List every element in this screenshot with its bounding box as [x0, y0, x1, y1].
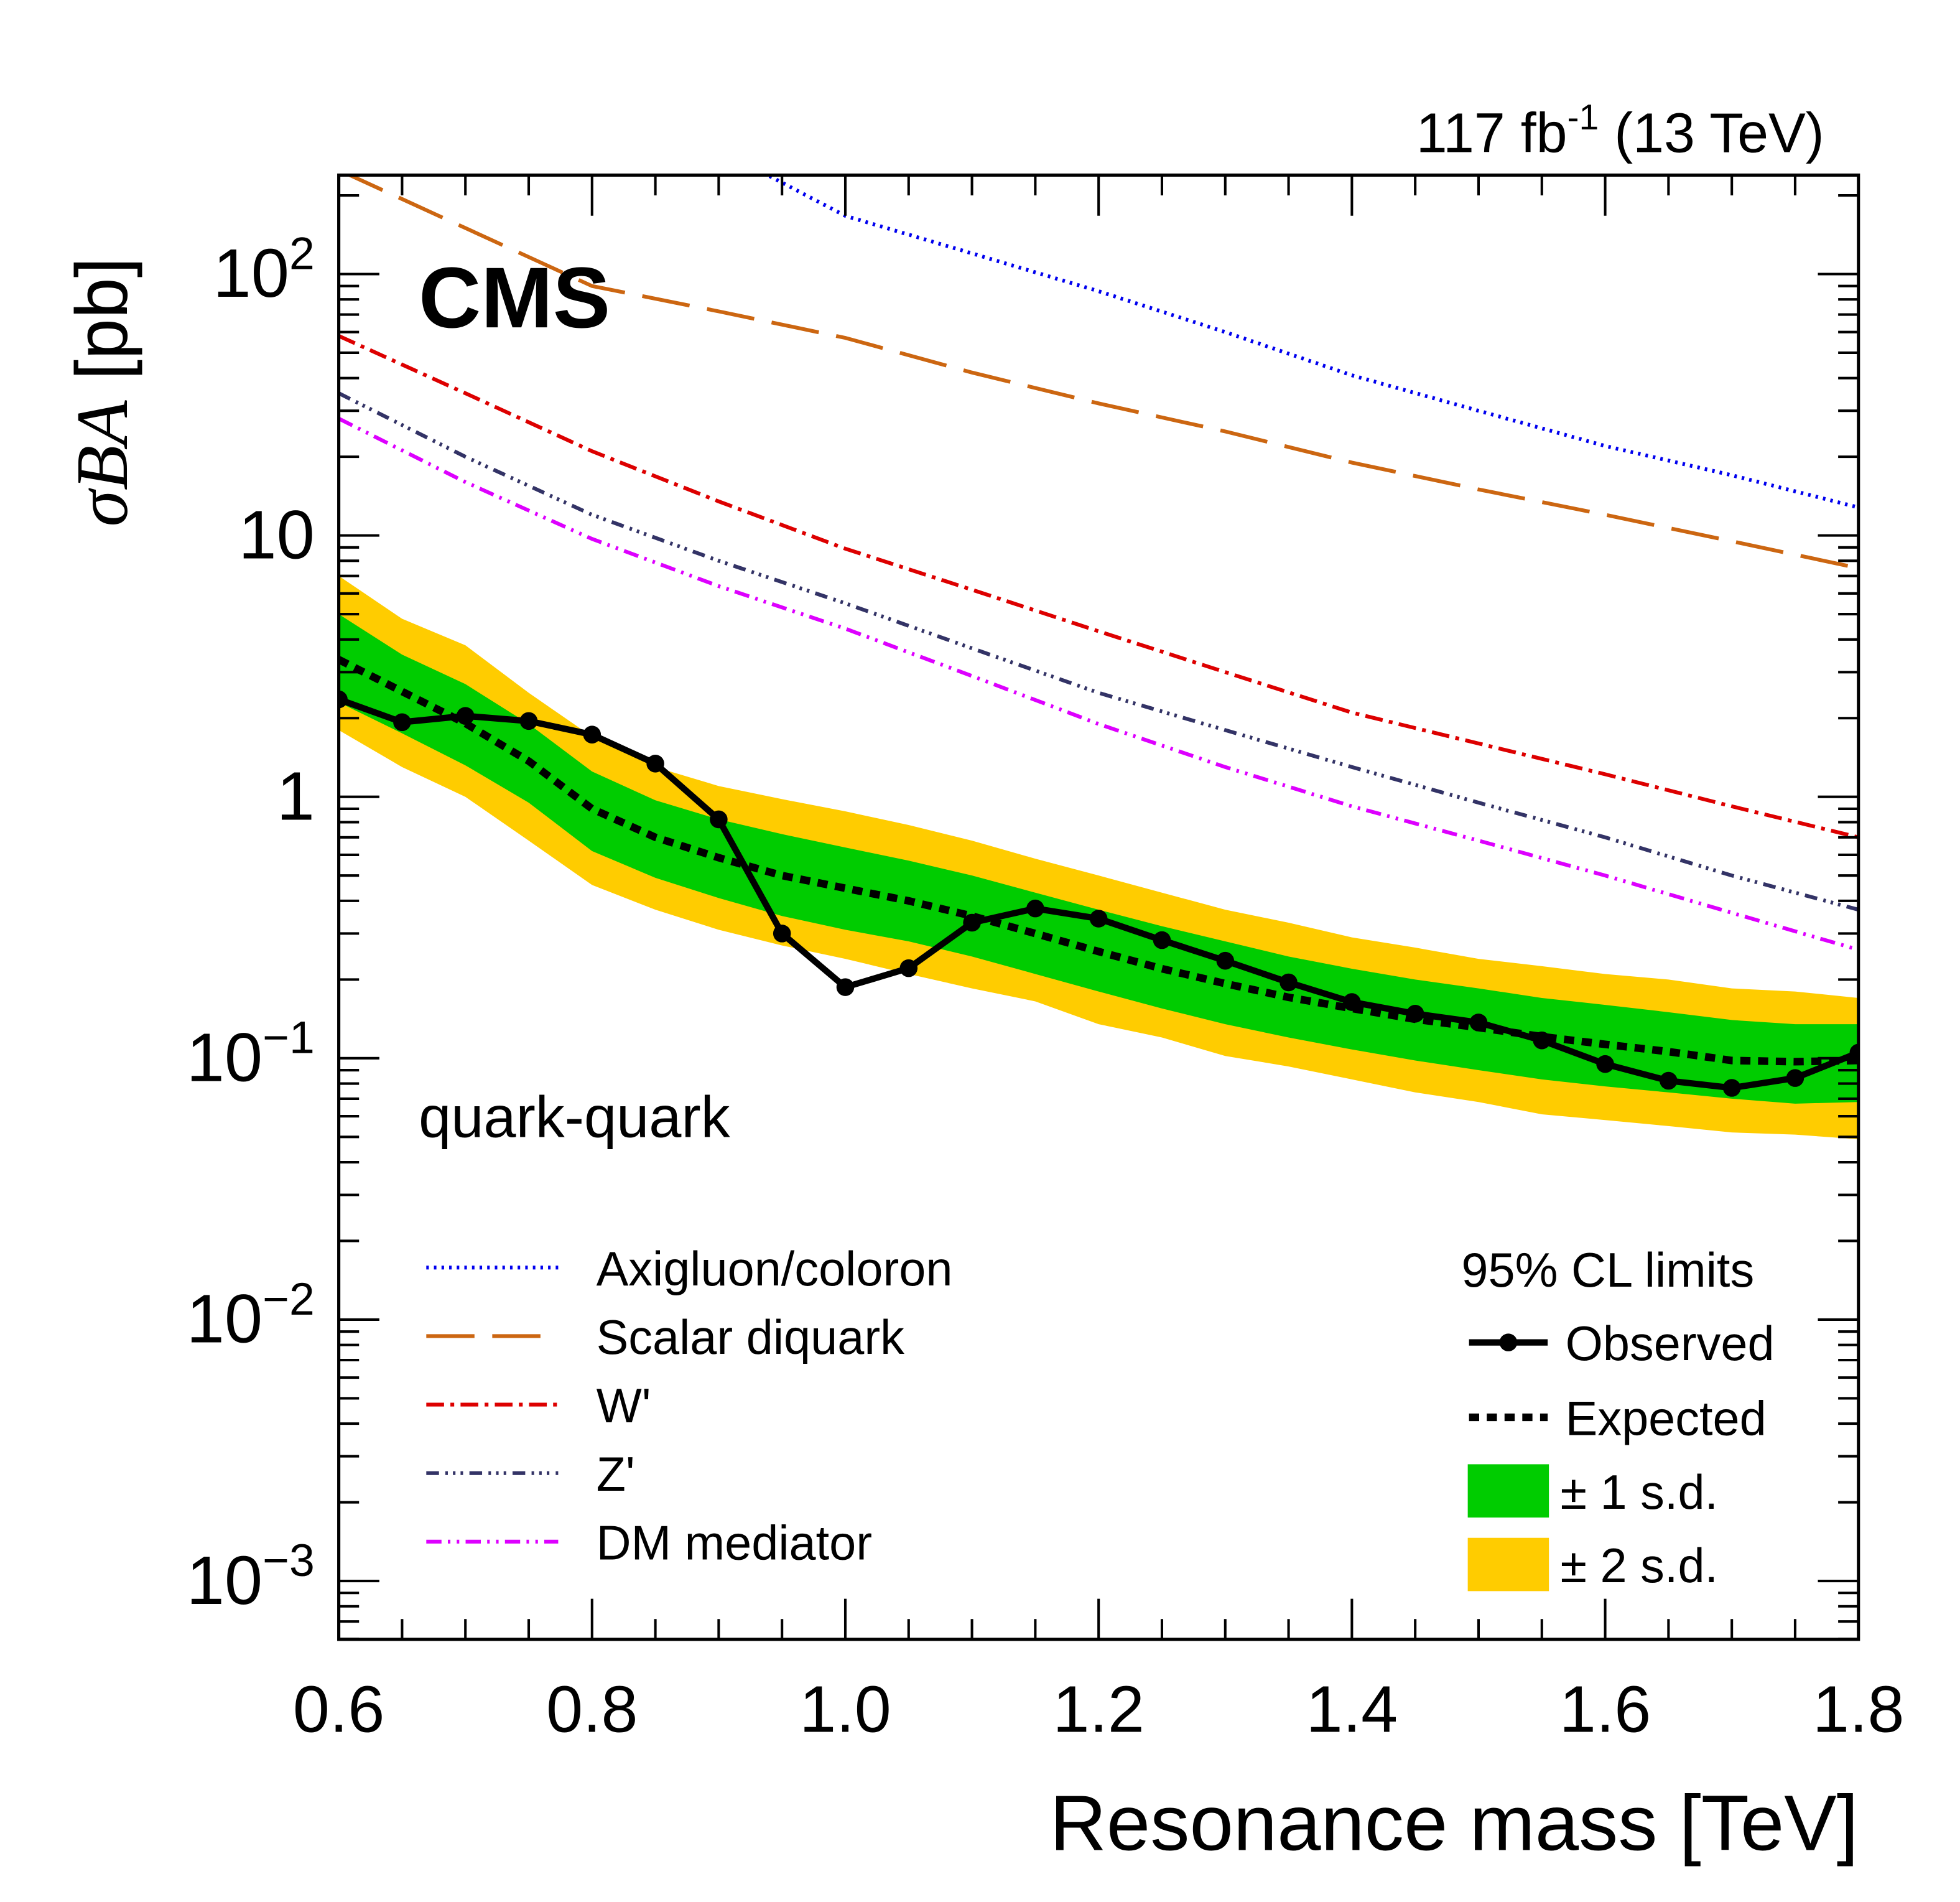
theory-curve-z- [338, 391, 1859, 912]
x-tick-label: 1.6 [1559, 1673, 1651, 1746]
observed-point [583, 725, 601, 744]
legend-band2-label: ± 2 s.d. [1561, 1539, 1719, 1593]
legend-label: Axigluon/coloron [597, 1242, 953, 1296]
x-tick-label: 1.0 [799, 1673, 891, 1746]
y-tick-label: 1 [277, 758, 315, 834]
y-tick-label: 102 [213, 228, 315, 312]
cms-logo-text: CMS [419, 249, 610, 346]
legend-label: DM mediator [597, 1516, 873, 1570]
observed-point [338, 690, 348, 709]
observed-point [519, 712, 538, 730]
observed-point [1660, 1071, 1678, 1090]
x-tick-label: 1.2 [1052, 1673, 1144, 1746]
x-tick-label: 0.6 [293, 1673, 384, 1746]
theory-curve-dm-mediator [338, 417, 1859, 952]
observed-point [456, 707, 475, 725]
observed-point [1153, 931, 1171, 949]
observed-point [899, 959, 918, 977]
observed-point [1596, 1055, 1614, 1073]
legend-band1-swatch [1467, 1464, 1549, 1518]
y-axis-label: σBA [pb] [61, 257, 143, 526]
legend-band1-label: ± 1 s.d. [1561, 1466, 1719, 1519]
expected-line [338, 656, 1859, 1066]
observed-point [836, 978, 855, 996]
observed-point [963, 913, 981, 932]
legend-expected-label: Expected [1566, 1392, 1767, 1446]
legend-label: Scalar diquark [597, 1311, 905, 1364]
observed-point [1026, 899, 1044, 918]
observed-point [1469, 1014, 1488, 1032]
observed-point [1343, 993, 1361, 1011]
x-axis-label: Resonance mass [TeV] [1050, 1779, 1859, 1867]
observed-point [1280, 973, 1298, 992]
legend-title: 95% CL limits [1461, 1244, 1754, 1297]
observed-point [393, 713, 411, 732]
y-tick-label: 10−1 [187, 1012, 315, 1096]
process-label: quark-quark [419, 1084, 731, 1149]
observed-point [1406, 1005, 1424, 1023]
lumi-label: 117 fb-1 (13 TeV) [1416, 98, 1824, 165]
x-tick-label: 1.4 [1306, 1673, 1398, 1746]
legend-band2-swatch [1467, 1537, 1549, 1592]
observed-point [710, 810, 728, 829]
observed-point [1533, 1031, 1551, 1050]
legend-label: Z' [597, 1448, 635, 1501]
x-tick-label: 1.8 [1813, 1673, 1904, 1746]
observed-point [773, 925, 791, 943]
legend-observed-label: Observed [1566, 1317, 1775, 1371]
theory-curve-w- [338, 334, 1859, 839]
x-tick-label: 0.8 [546, 1673, 638, 1746]
legend-label: W' [597, 1379, 651, 1433]
observed-point [1722, 1079, 1741, 1097]
observed-point [646, 755, 664, 773]
legend-observed-marker [1499, 1333, 1518, 1351]
y-tick-label: 10 [238, 496, 314, 573]
observed-point [1089, 910, 1108, 928]
y-tick-label: 10−2 [187, 1274, 315, 1358]
observed-point [1216, 951, 1235, 970]
y-tick-label: 10−3 [187, 1535, 315, 1619]
observed-point [1786, 1069, 1804, 1087]
theory-curve-scalar-diquark [345, 175, 1859, 571]
